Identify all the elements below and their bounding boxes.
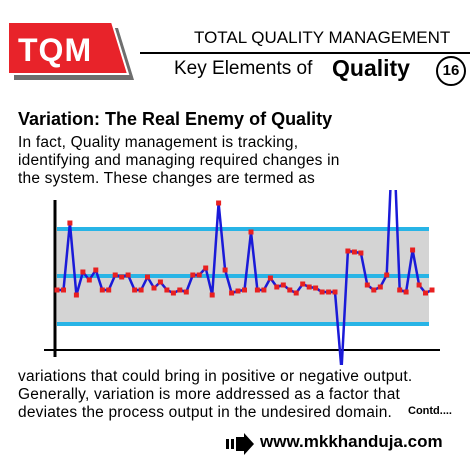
data-point — [242, 287, 247, 293]
page-number-badge: 16 — [436, 56, 466, 86]
paragraph-2: variations that could bring in positive … — [18, 368, 412, 422]
data-point — [170, 290, 176, 296]
data-point — [177, 287, 183, 293]
data-point — [397, 287, 403, 293]
data-point — [254, 287, 260, 293]
data-point — [119, 274, 125, 280]
data-point — [203, 265, 209, 271]
continued-label: Contd.... — [408, 405, 452, 417]
main-title-emphasis: Quality — [332, 55, 410, 81]
data-point — [157, 279, 163, 285]
paragraph-1-line: identifying and managing required change… — [18, 152, 340, 169]
main-title-text: Key Elements of — [174, 58, 313, 79]
data-point — [280, 282, 286, 288]
data-point — [151, 285, 157, 291]
data-point — [351, 249, 357, 255]
data-point — [106, 287, 112, 293]
paragraph-2-line: variations that could bring in positive … — [18, 368, 413, 385]
double-arrow-icon — [226, 433, 254, 455]
data-point — [274, 284, 280, 290]
data-point — [377, 284, 383, 290]
logo-red-shape — [7, 21, 130, 75]
data-point — [73, 292, 79, 298]
data-point — [410, 247, 416, 253]
data-point — [229, 290, 235, 296]
data-point — [80, 269, 86, 275]
data-point — [326, 289, 332, 295]
website-url[interactable]: www.mkkhanduja.com — [260, 432, 443, 451]
data-point — [423, 290, 428, 296]
data-point — [138, 287, 144, 293]
data-point — [125, 272, 131, 278]
data-point — [209, 292, 215, 298]
data-point — [248, 229, 254, 235]
data-point — [306, 284, 312, 290]
data-point — [235, 288, 241, 294]
data-point — [61, 287, 66, 293]
data-points — [54, 200, 435, 298]
data-point — [54, 287, 60, 293]
data-point — [216, 200, 222, 206]
data-point — [145, 274, 150, 280]
data-point — [261, 287, 267, 293]
tqm-logo — [7, 21, 134, 80]
data-point — [67, 220, 73, 226]
data-point — [190, 272, 196, 278]
data-point — [332, 289, 338, 295]
paragraph-1-line: the system. These changes are termed as — [18, 170, 315, 187]
paragraph-1-line: In fact, Quality management is tracking, — [18, 134, 299, 151]
paragraph-2-line: Generally, variation is more addressed a… — [18, 386, 401, 403]
logo-text: TQM — [18, 32, 93, 68]
data-point — [164, 287, 170, 293]
data-point — [313, 285, 319, 291]
data-point — [86, 277, 92, 283]
data-point — [222, 267, 228, 273]
data-point — [364, 282, 370, 288]
data-point — [416, 282, 422, 288]
paragraph-2-line: deviates the process output in the undes… — [18, 404, 393, 421]
data-point — [358, 250, 364, 256]
data-point — [196, 272, 202, 278]
data-point — [93, 267, 99, 273]
variation-control-chart — [44, 190, 440, 365]
data-point — [384, 272, 390, 278]
data-point — [293, 290, 299, 296]
data-point — [99, 287, 105, 293]
series-title: TOTAL QUALITY MANAGEMENT — [194, 28, 451, 47]
data-point — [371, 287, 377, 293]
data-point — [345, 248, 351, 254]
data-point — [429, 287, 435, 293]
data-point — [183, 289, 189, 295]
header-divider — [140, 52, 470, 54]
section-heading: Variation: The Real Enemy of Quality — [18, 109, 333, 129]
data-point — [132, 287, 138, 293]
data-point — [319, 289, 325, 295]
data-point — [112, 272, 118, 278]
data-point — [287, 287, 293, 293]
data-point — [267, 275, 273, 281]
data-point — [403, 289, 409, 295]
data-point — [300, 281, 306, 287]
paragraph-1: In fact, Quality management is tracking,… — [18, 134, 340, 188]
